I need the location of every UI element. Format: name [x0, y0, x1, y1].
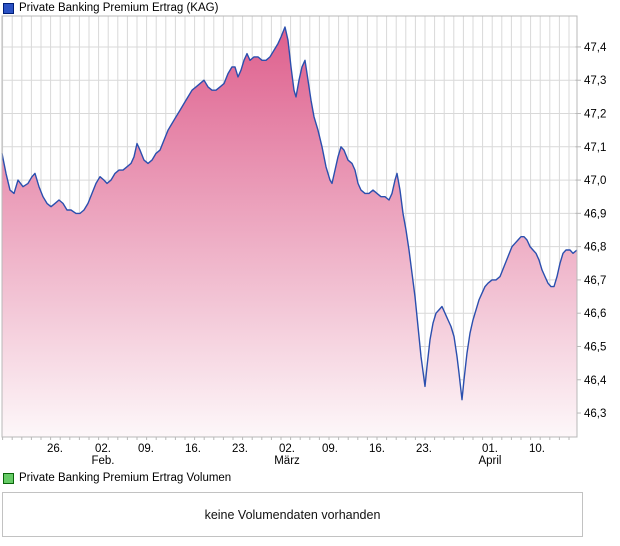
x-axis-tick-label: 02.: [279, 443, 295, 455]
price-chart-plot[interactable]: 47,4 47,3 47,2 47,1 47,0 46,9 46,8 46,7 46,6 46,5…: [0, 0, 620, 470]
volume-legend: Private Banking Premium Ertrag Volumen: [3, 472, 231, 484]
price-legend: Private Banking Premium Ertrag (KAG): [3, 2, 218, 14]
x-axis-tick-label: 09.: [138, 443, 154, 455]
y-axis-tick-label: 46,8: [584, 242, 606, 254]
x-axis-tick-label: 23.: [232, 443, 248, 455]
y-axis-tick-label: 46,9: [584, 208, 606, 220]
y-axis-tick-label: 47,2: [584, 109, 606, 121]
x-axis-tick-label: 09.: [322, 443, 338, 455]
x-axis-tick-label: 16.: [185, 443, 201, 455]
y-axis-tick-label: 47,3: [584, 75, 606, 87]
price-legend-swatch-icon: [3, 2, 14, 14]
x-axis-tick-label: 23.: [416, 443, 432, 455]
y-axis-tick-label: 47,4: [584, 42, 607, 54]
x-axis-tick-label: 10.: [529, 443, 545, 455]
x-axis-month-label: März: [274, 455, 300, 467]
no-volume-data-message: keine Volumendaten vorhanden: [204, 507, 381, 522]
x-axis-tick-label: 16.: [369, 443, 385, 455]
y-axis-tick-label: 46,4: [584, 375, 607, 387]
y-axis-tick-label: 46,5: [584, 341, 606, 353]
x-axis-tick-label: 02.: [95, 443, 111, 455]
x-axis-tick-label: 01.: [482, 443, 498, 455]
y-axis-tick-label: 46,6: [584, 308, 606, 320]
plot-border: [1, 15, 578, 438]
x-axis-month-label: April: [478, 455, 501, 467]
y-axis-tick-label: 47,0: [584, 175, 606, 187]
x-axis-tick-label: 26.: [47, 443, 63, 455]
y-axis-tick-label: 47,1: [584, 142, 606, 154]
price-legend-label: Private Banking Premium Ertrag (KAG): [19, 2, 219, 14]
price-area-fill: [2, 27, 577, 437]
volume-legend-swatch-icon: [3, 472, 14, 484]
price-line: [1, 26, 578, 401]
volume-legend-label: Private Banking Premium Ertrag Volumen: [19, 472, 232, 484]
volume-panel: keine Volumendaten vorhanden: [2, 492, 583, 537]
x-axis-month-label: Feb.: [91, 455, 114, 467]
y-axis-tick-label: 46,3: [584, 408, 606, 420]
y-axis-tick-label: 46,7: [584, 275, 606, 287]
